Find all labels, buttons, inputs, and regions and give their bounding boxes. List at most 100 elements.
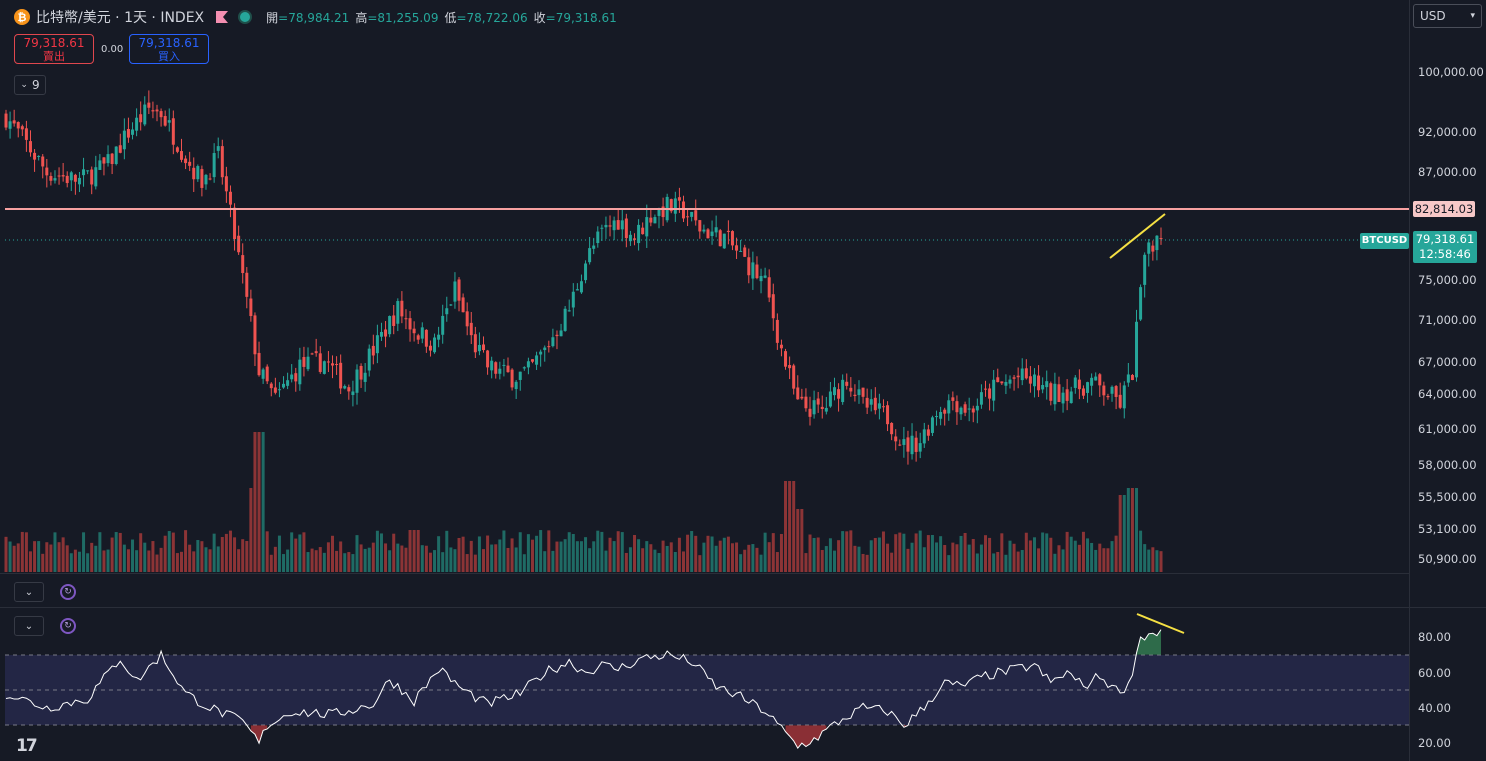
candle-body [1122, 385, 1126, 409]
volume-bar [53, 532, 57, 572]
volume-bar [641, 548, 645, 572]
candle-body [706, 229, 710, 239]
volume-bar [461, 536, 465, 572]
volume-bar [82, 532, 86, 572]
candle-body [584, 263, 588, 281]
volume-bar [326, 542, 330, 572]
candle-body [1102, 385, 1106, 396]
candle-body [743, 247, 747, 257]
candle-body [245, 272, 249, 297]
volume-bar [204, 547, 208, 572]
volume-bar [722, 537, 726, 572]
refresh-icon[interactable]: ↻ [60, 584, 76, 600]
volume-bar [273, 546, 277, 572]
candle-body [563, 308, 567, 331]
price-tick: 64,000.00 [1418, 387, 1477, 401]
volume-bar [559, 541, 563, 572]
sell-button[interactable]: 79,318.61 賣出 [14, 34, 94, 64]
volume-bar [367, 547, 371, 572]
volume-bar [926, 535, 930, 572]
candle-body [477, 344, 481, 352]
candle-body [45, 167, 49, 176]
collapse-pane-button[interactable]: ⌄ [14, 582, 44, 602]
candle-body [502, 364, 506, 366]
volume-bar [902, 533, 906, 572]
volume-bar [90, 542, 94, 572]
volume-bar [1045, 533, 1049, 572]
volume-bar [775, 552, 779, 572]
trendline-price[interactable] [1109, 213, 1166, 259]
candle-body [955, 401, 959, 413]
candle-body [735, 245, 739, 251]
candle-body [930, 417, 934, 433]
ohlc-open: 開=78,984.21 [266, 10, 350, 25]
sell-label: 賣出 [43, 50, 65, 63]
volume-bar [628, 547, 632, 572]
refresh-icon[interactable]: ↻ [60, 618, 76, 634]
volume-bar [702, 542, 706, 572]
indicators-toggle[interactable]: ⌄ 9 [14, 75, 46, 95]
candle-body [318, 353, 322, 372]
volume-bar [661, 540, 665, 572]
candle-body [1135, 321, 1139, 378]
candle-body [555, 334, 559, 337]
volume-bar [947, 555, 951, 572]
candle-body [469, 322, 473, 336]
candle-body [147, 102, 151, 108]
candle-body [1024, 368, 1028, 379]
candle-body [575, 289, 579, 291]
volume-bar [792, 481, 796, 572]
candle-body [914, 437, 918, 452]
volume-bar [1053, 553, 1057, 572]
volume-bar [784, 481, 788, 572]
candle-body [175, 147, 179, 152]
candle-body [645, 217, 649, 237]
currency-select[interactable]: USD ▾ [1413, 4, 1482, 28]
volume-bar [1135, 488, 1139, 572]
candle-body [796, 387, 800, 400]
collapse-rsi-button[interactable]: ⌄ [14, 616, 44, 636]
candle-body [212, 153, 216, 178]
candle-body [824, 407, 828, 412]
price-tick: 67,000.00 [1418, 355, 1477, 369]
volume-bar [200, 541, 204, 572]
volume-bar [98, 532, 102, 572]
buy-button[interactable]: 79,318.61 買入 [129, 34, 209, 64]
candle-body [922, 429, 926, 444]
candle-body [1049, 383, 1053, 401]
flag-icon[interactable] [216, 11, 229, 23]
volume-bar [37, 541, 41, 572]
candle-body [294, 373, 298, 382]
candle-body [947, 400, 951, 414]
volume-bar [649, 544, 653, 572]
candle-body [114, 146, 118, 164]
volume-bar [1065, 531, 1069, 572]
candle-body [710, 231, 714, 237]
volume-bar [20, 531, 24, 572]
candle-body [86, 170, 90, 172]
volume-bar [779, 534, 783, 572]
indicators-count: 9 [31, 78, 40, 92]
candle-body [306, 356, 310, 370]
volume-bar [845, 531, 849, 572]
candle-body [143, 104, 147, 125]
candle-body [526, 361, 530, 368]
candle-body [877, 403, 881, 409]
candle-body [1037, 375, 1041, 391]
bitcoin-icon: ₿ [14, 9, 30, 25]
candle-body [1041, 385, 1045, 390]
volume-bar [547, 530, 551, 572]
volume-bar [796, 509, 800, 572]
candle-body [122, 130, 126, 150]
trendline-rsi[interactable] [1136, 613, 1185, 634]
candle-body [331, 363, 335, 366]
candle-body [420, 327, 424, 339]
candle-body [163, 116, 167, 126]
symbol-title[interactable]: 比特幣/美元 · 1天 · INDEX [36, 10, 205, 26]
candle-body [326, 361, 330, 363]
volume-bar [551, 550, 555, 572]
volume-bar [1069, 536, 1073, 572]
volume-bar [392, 533, 396, 572]
candle-body [1118, 394, 1122, 408]
